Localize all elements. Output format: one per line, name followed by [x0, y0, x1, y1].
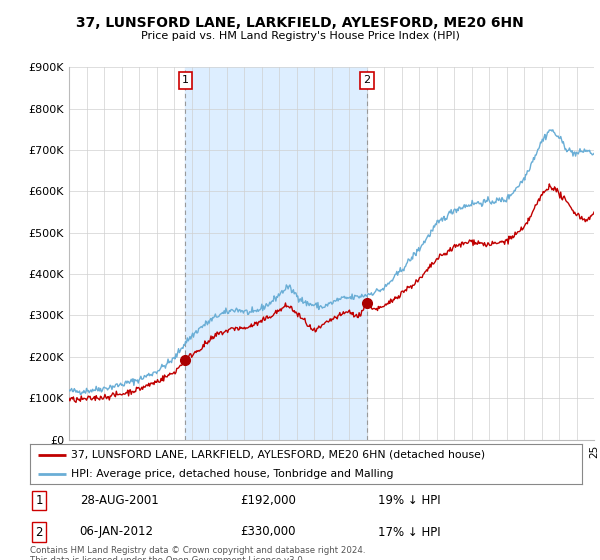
Text: 17% ↓ HPI: 17% ↓ HPI: [378, 525, 440, 539]
Bar: [185, 67, 367, 440]
Text: 28-AUG-2001: 28-AUG-2001: [80, 494, 158, 507]
Text: HPI: Average price, detached house, Tonbridge and Malling: HPI: Average price, detached house, Tonb…: [71, 469, 394, 478]
Text: 06-JAN-2012: 06-JAN-2012: [80, 525, 154, 539]
Text: Contains HM Land Registry data © Crown copyright and database right 2024.
This d: Contains HM Land Registry data © Crown c…: [30, 546, 365, 560]
Text: 2: 2: [35, 525, 43, 539]
Text: 1: 1: [182, 75, 189, 85]
Text: 2: 2: [363, 75, 370, 85]
Text: 37, LUNSFORD LANE, LARKFIELD, AYLESFORD, ME20 6HN: 37, LUNSFORD LANE, LARKFIELD, AYLESFORD,…: [76, 16, 524, 30]
Text: 1: 1: [35, 494, 43, 507]
Text: £192,000: £192,000: [240, 494, 296, 507]
Text: Price paid vs. HM Land Registry's House Price Index (HPI): Price paid vs. HM Land Registry's House …: [140, 31, 460, 41]
Text: 19% ↓ HPI: 19% ↓ HPI: [378, 494, 440, 507]
Text: 37, LUNSFORD LANE, LARKFIELD, AYLESFORD, ME20 6HN (detached house): 37, LUNSFORD LANE, LARKFIELD, AYLESFORD,…: [71, 450, 485, 460]
Text: £330,000: £330,000: [240, 525, 295, 539]
